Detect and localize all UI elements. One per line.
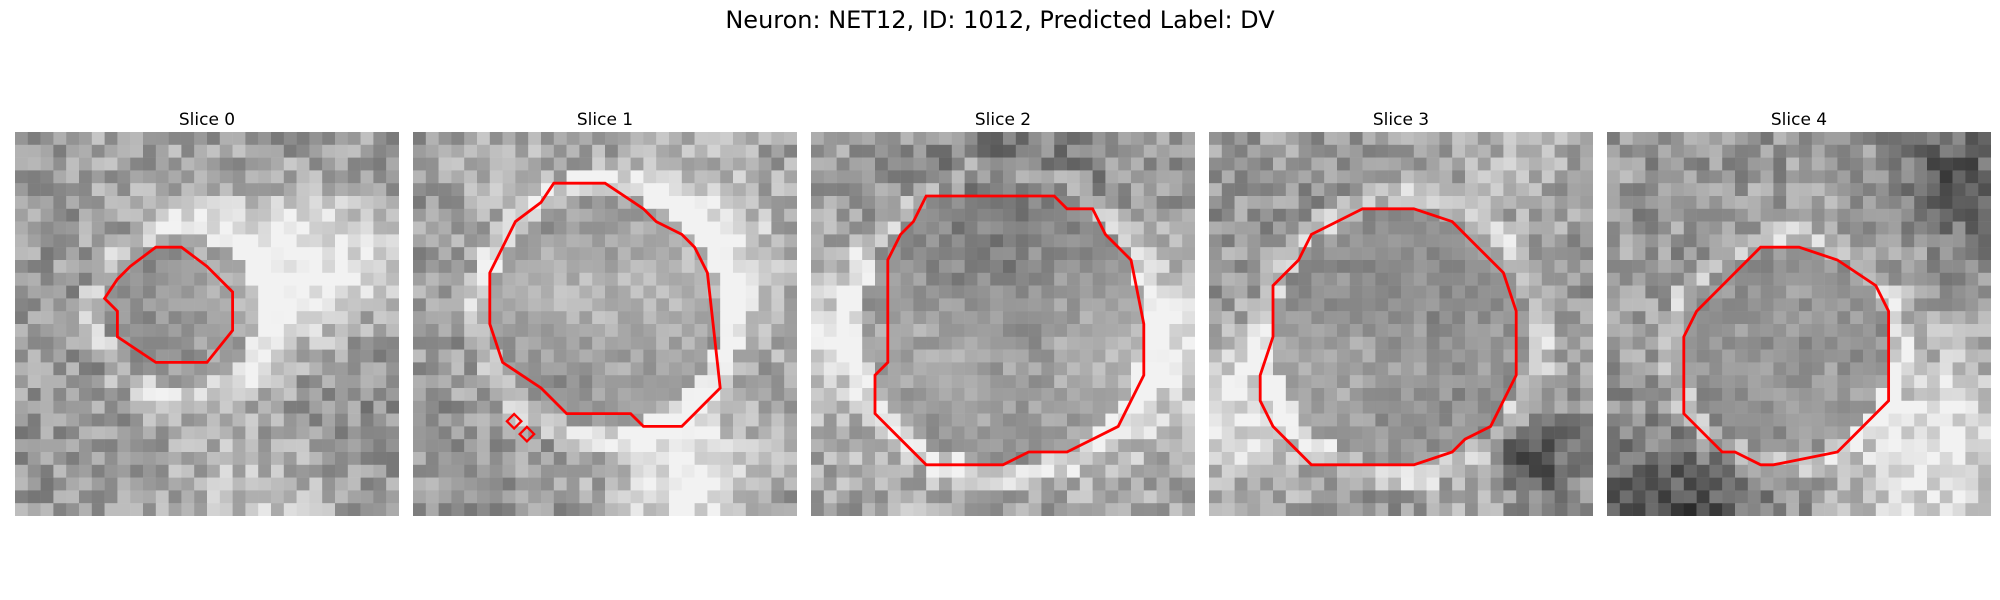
slice-title-4: Slice 4 bbox=[1770, 110, 1828, 130]
slice-panel-3: Slice 3 bbox=[1209, 108, 1593, 516]
slice-title-0: Slice 0 bbox=[178, 110, 236, 130]
roi-contour-4 bbox=[1682, 245, 1891, 467]
slice-panel-4: Slice 4 bbox=[1607, 108, 1991, 516]
slice-title-2: Slice 2 bbox=[974, 110, 1032, 130]
slice-panel-1: Slice 1 bbox=[413, 108, 797, 516]
roi-marker-1a bbox=[505, 412, 523, 431]
slice-image-3 bbox=[1209, 132, 1593, 516]
figure-title: Neuron: NET12, ID: 1012, Predicted Label… bbox=[725, 6, 1275, 34]
roi-contour-3 bbox=[1258, 207, 1518, 467]
slice-pixels-4 bbox=[1607, 132, 1991, 516]
slice-title-1: Slice 1 bbox=[576, 110, 634, 130]
slice-panel-2: Slice 2 bbox=[811, 108, 1195, 516]
slice-pixels-0 bbox=[15, 132, 399, 516]
slice-pixels-1 bbox=[413, 132, 797, 516]
slice-image-0 bbox=[15, 132, 399, 516]
slice-title-3: Slice 3 bbox=[1372, 110, 1430, 130]
roi-contour-1 bbox=[488, 181, 722, 428]
roi-contour-2 bbox=[873, 194, 1146, 467]
slice-image-4 bbox=[1607, 132, 1991, 516]
slice-image-2 bbox=[811, 132, 1195, 516]
slice-panel-0: Slice 0 bbox=[15, 108, 399, 516]
slice-pixels-2 bbox=[811, 132, 1195, 516]
slice-pixels-3 bbox=[1209, 132, 1593, 516]
slice-image-1 bbox=[413, 132, 797, 516]
roi-contour-0 bbox=[102, 245, 235, 364]
roi-marker-1b bbox=[518, 425, 536, 443]
